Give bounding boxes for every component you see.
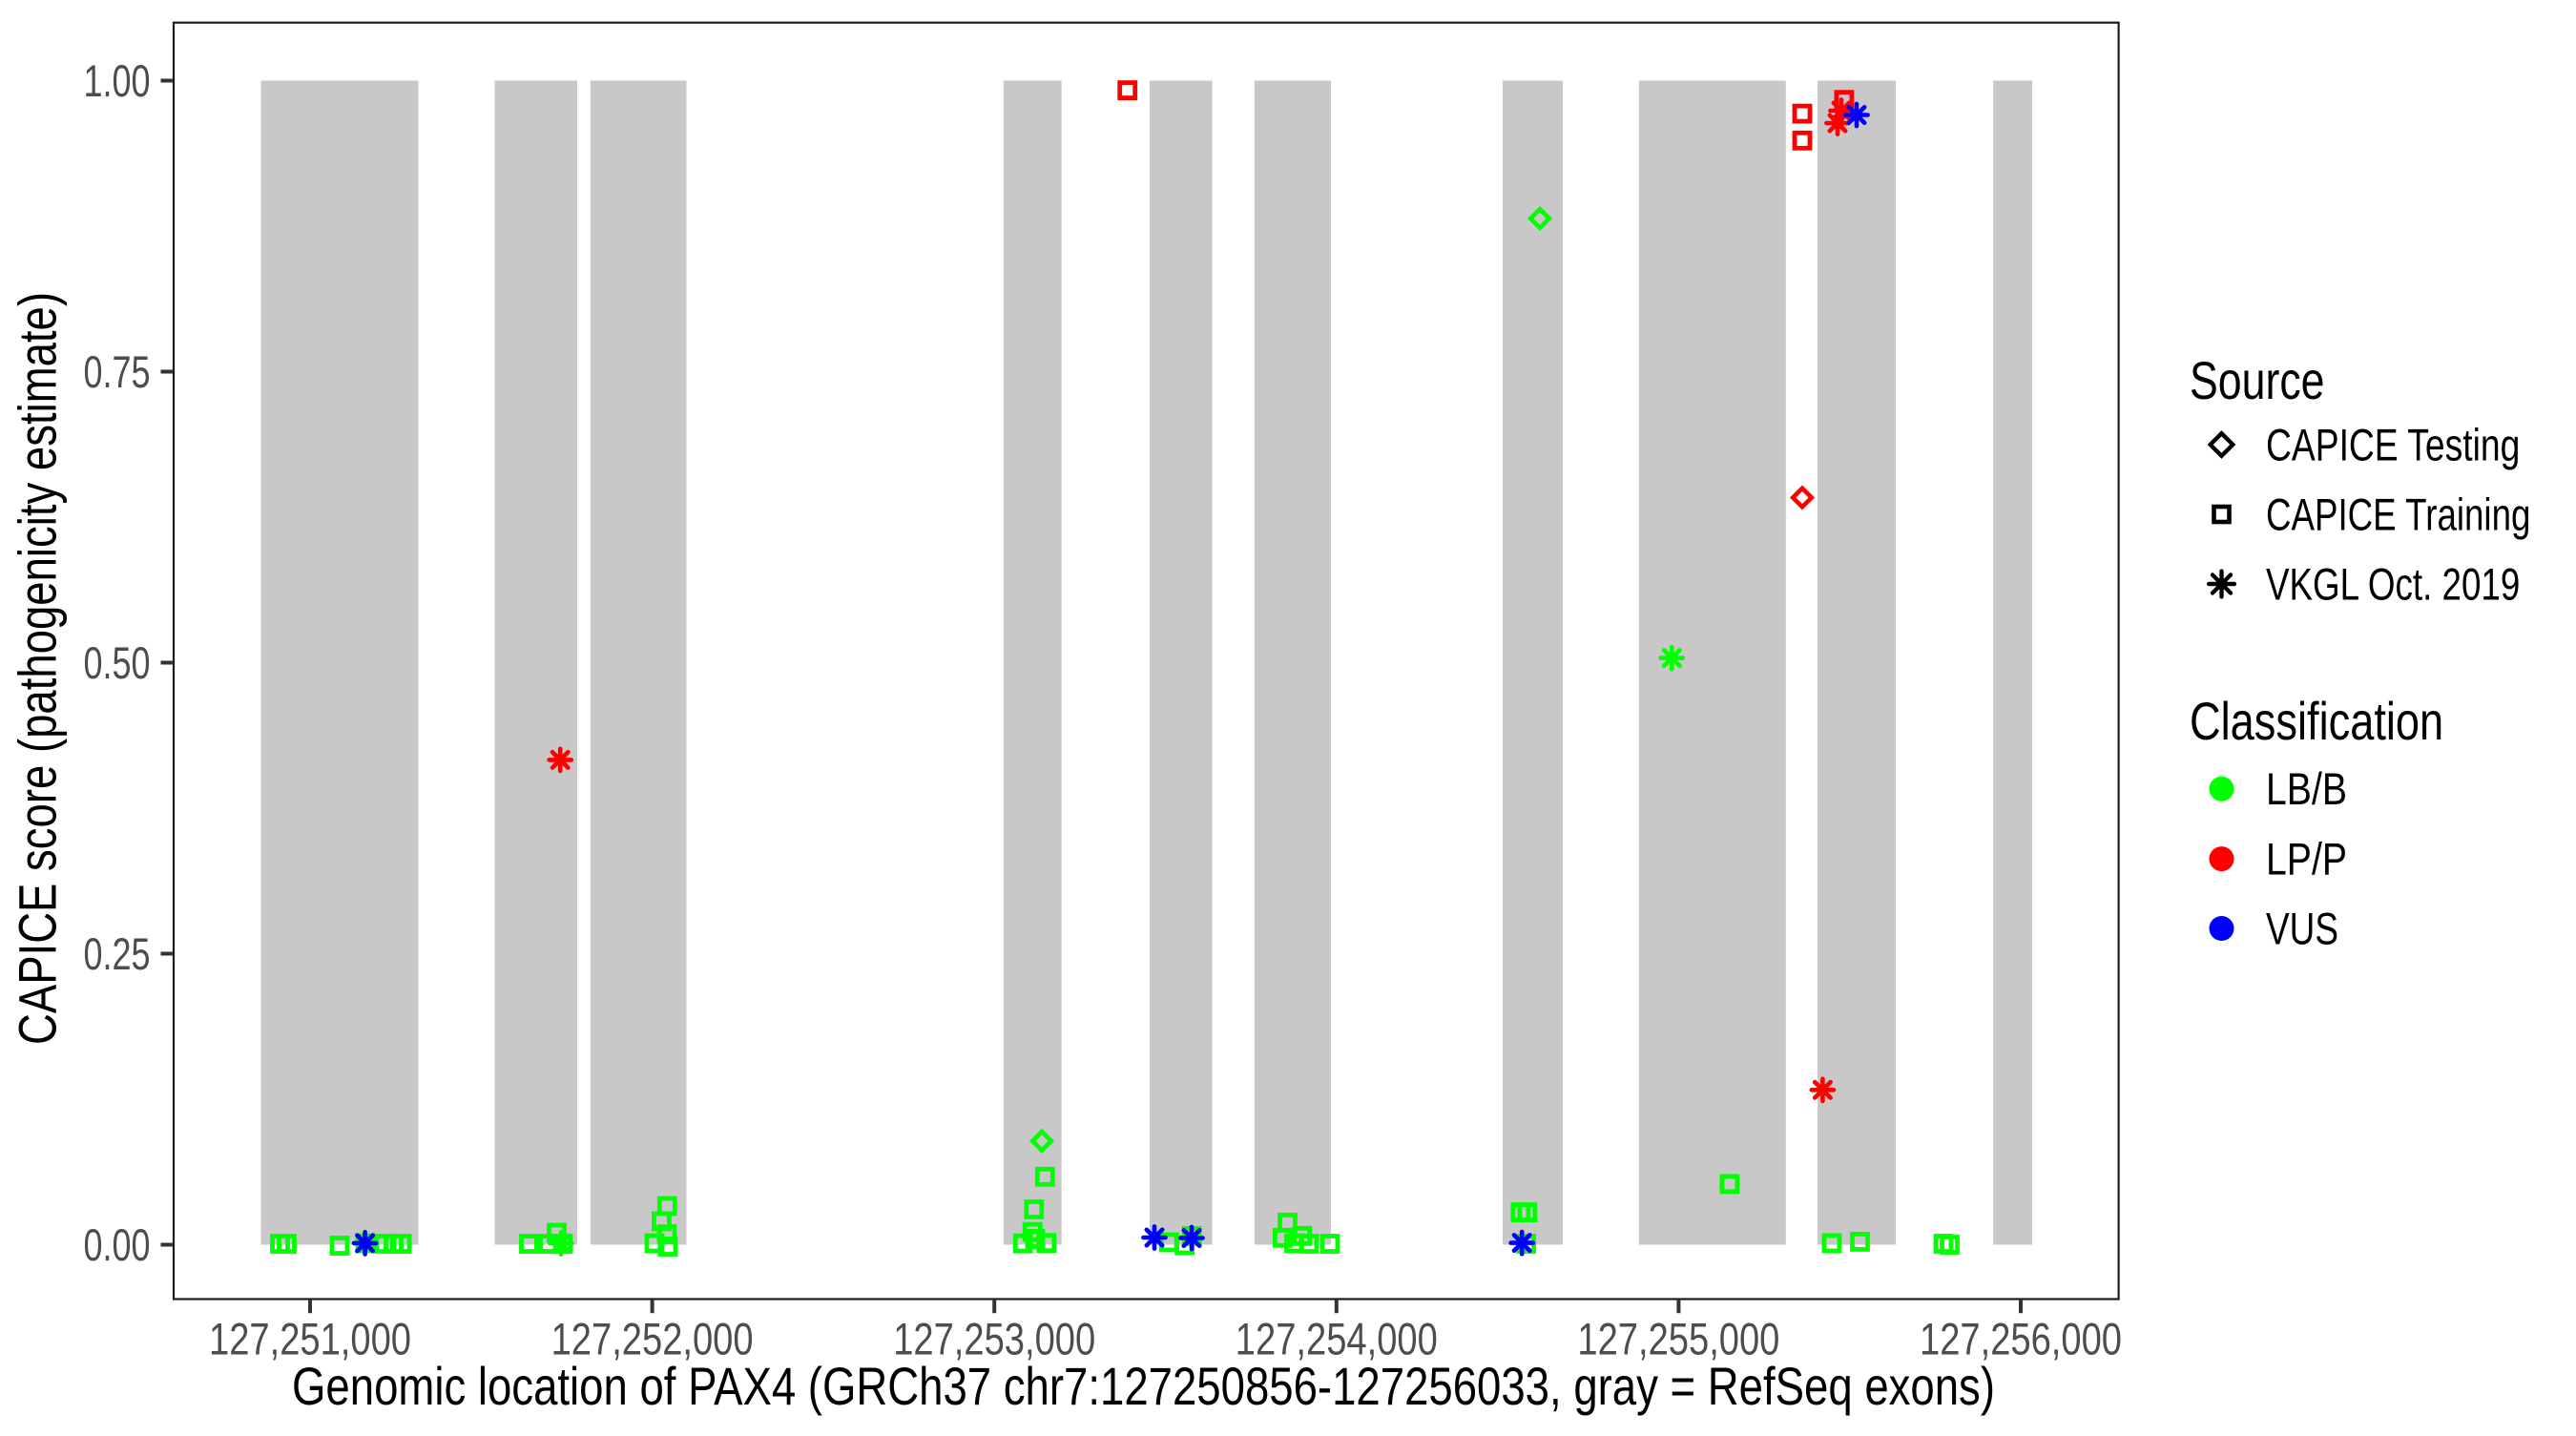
svg-text:0.75: 0.75	[84, 347, 151, 398]
svg-text:127,256,000: 127,256,000	[1920, 1315, 2122, 1365]
svg-text:LP/P: LP/P	[2266, 833, 2347, 884]
svg-text:VKGL Oct. 2019: VKGL Oct. 2019	[2266, 558, 2520, 609]
svg-text:Source: Source	[2190, 351, 2325, 410]
svg-text:Classification: Classification	[2190, 692, 2443, 751]
svg-text:LB/B: LB/B	[2266, 763, 2347, 814]
svg-text:127,254,000: 127,254,000	[1236, 1315, 1438, 1365]
svg-text:Genomic location of PAX4 (GRCh: Genomic location of PAX4 (GRCh37 chr7:12…	[292, 1356, 1995, 1416]
svg-text:127,255,000: 127,255,000	[1577, 1315, 1779, 1365]
svg-text:0.00: 0.00	[84, 1220, 151, 1271]
svg-text:127,251,000: 127,251,000	[209, 1315, 411, 1365]
svg-text:VUS: VUS	[2266, 903, 2338, 953]
svg-text:1.00: 1.00	[84, 56, 151, 107]
svg-text:CAPICE score (pathogenicity es: CAPICE score (pathogenicity estimate)	[8, 292, 68, 1045]
svg-text:0.50: 0.50	[84, 638, 151, 689]
svg-text:CAPICE Testing: CAPICE Testing	[2266, 419, 2520, 469]
svg-text:127,252,000: 127,252,000	[551, 1315, 754, 1365]
svg-text:127,253,000: 127,253,000	[893, 1315, 1095, 1365]
svg-text:0.25: 0.25	[84, 929, 151, 980]
svg-text:CAPICE Training: CAPICE Training	[2266, 489, 2530, 539]
